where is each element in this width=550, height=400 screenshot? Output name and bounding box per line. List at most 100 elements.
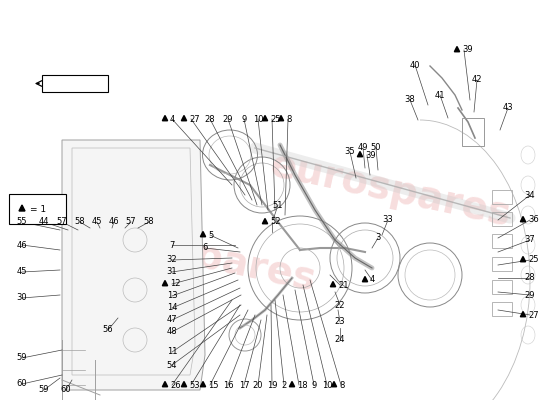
- Polygon shape: [289, 382, 295, 387]
- Text: 20: 20: [253, 380, 263, 390]
- Text: 30: 30: [16, 294, 28, 302]
- Text: 29: 29: [223, 114, 233, 124]
- Polygon shape: [162, 382, 168, 387]
- Polygon shape: [182, 382, 186, 387]
- Text: 27: 27: [528, 310, 538, 320]
- Polygon shape: [520, 216, 526, 222]
- Text: 43: 43: [503, 104, 513, 112]
- Text: 34: 34: [525, 190, 535, 200]
- Bar: [492, 234, 512, 248]
- Text: 2: 2: [282, 380, 287, 390]
- Text: 57: 57: [57, 218, 67, 226]
- Text: 5: 5: [208, 230, 213, 240]
- Text: 27: 27: [189, 114, 200, 124]
- Polygon shape: [62, 140, 205, 390]
- Text: 58: 58: [75, 218, 85, 226]
- Text: 10: 10: [253, 114, 263, 124]
- Polygon shape: [454, 46, 460, 52]
- Text: 9: 9: [311, 380, 317, 390]
- Text: 4: 4: [370, 276, 375, 284]
- Text: eurospares: eurospares: [266, 146, 514, 234]
- Text: 4: 4: [170, 114, 175, 124]
- Bar: [42, 75, 108, 92]
- Text: 8: 8: [339, 380, 344, 390]
- Polygon shape: [331, 382, 337, 387]
- Text: 32: 32: [167, 256, 177, 264]
- Bar: [492, 212, 512, 226]
- Text: 33: 33: [383, 216, 393, 224]
- Text: 35: 35: [345, 148, 355, 156]
- Text: 51: 51: [273, 200, 283, 210]
- Text: 25: 25: [528, 256, 538, 264]
- Text: = 1: = 1: [30, 204, 46, 214]
- Text: 46: 46: [109, 218, 119, 226]
- Polygon shape: [182, 116, 186, 121]
- Text: 31: 31: [167, 268, 177, 276]
- Text: 57: 57: [126, 218, 136, 226]
- Text: 21: 21: [338, 280, 349, 290]
- Polygon shape: [520, 256, 526, 262]
- Bar: [462, 118, 484, 146]
- Text: 7: 7: [169, 240, 175, 250]
- Text: 10: 10: [322, 380, 332, 390]
- Text: 42: 42: [472, 76, 482, 84]
- Text: 47: 47: [167, 316, 177, 324]
- Text: 28: 28: [205, 114, 215, 124]
- Text: 45: 45: [92, 218, 102, 226]
- Polygon shape: [200, 232, 206, 237]
- Text: eurospares: eurospares: [71, 211, 319, 299]
- Text: 49: 49: [358, 144, 368, 152]
- Text: 23: 23: [335, 318, 345, 326]
- Text: 22: 22: [335, 300, 345, 310]
- Text: 56: 56: [103, 326, 113, 334]
- Text: 11: 11: [167, 348, 177, 356]
- Text: 24: 24: [335, 336, 345, 344]
- Text: 29: 29: [525, 290, 535, 300]
- Polygon shape: [358, 152, 362, 157]
- Text: 14: 14: [167, 304, 177, 312]
- Text: 44: 44: [39, 218, 50, 226]
- Text: 8: 8: [286, 114, 292, 124]
- Text: 12: 12: [170, 280, 180, 288]
- Polygon shape: [200, 382, 206, 387]
- FancyBboxPatch shape: [9, 194, 66, 224]
- Text: 15: 15: [208, 380, 218, 390]
- Text: 40: 40: [410, 60, 420, 70]
- Polygon shape: [520, 312, 526, 317]
- Text: 53: 53: [189, 380, 200, 390]
- Text: 60: 60: [60, 386, 72, 394]
- Bar: [492, 190, 512, 204]
- Text: 38: 38: [405, 96, 415, 104]
- Text: 55: 55: [16, 218, 28, 226]
- Polygon shape: [262, 218, 268, 224]
- Text: 39: 39: [365, 150, 376, 160]
- Text: 48: 48: [167, 328, 177, 336]
- Text: 16: 16: [223, 380, 233, 390]
- Bar: [492, 280, 512, 294]
- Text: 3: 3: [375, 234, 381, 242]
- Polygon shape: [262, 116, 268, 121]
- Text: 52: 52: [270, 218, 280, 226]
- Text: 45: 45: [16, 268, 28, 276]
- Polygon shape: [278, 116, 284, 121]
- Text: 28: 28: [525, 274, 535, 282]
- Bar: [492, 257, 512, 271]
- Text: 6: 6: [202, 244, 208, 252]
- Text: 17: 17: [239, 380, 249, 390]
- Text: 54: 54: [167, 360, 177, 370]
- Text: 25: 25: [270, 114, 280, 124]
- Polygon shape: [19, 205, 25, 211]
- Text: 19: 19: [267, 380, 277, 390]
- Polygon shape: [331, 282, 336, 287]
- Text: 39: 39: [462, 46, 472, 54]
- Text: 13: 13: [167, 292, 177, 300]
- Bar: [492, 302, 512, 316]
- Text: 46: 46: [16, 240, 28, 250]
- Text: 41: 41: [434, 90, 446, 100]
- Text: 36: 36: [528, 216, 539, 224]
- Text: 60: 60: [16, 380, 28, 388]
- Text: 58: 58: [144, 218, 155, 226]
- Text: 18: 18: [297, 380, 307, 390]
- Text: 59: 59: [16, 354, 28, 362]
- Text: 37: 37: [525, 236, 535, 244]
